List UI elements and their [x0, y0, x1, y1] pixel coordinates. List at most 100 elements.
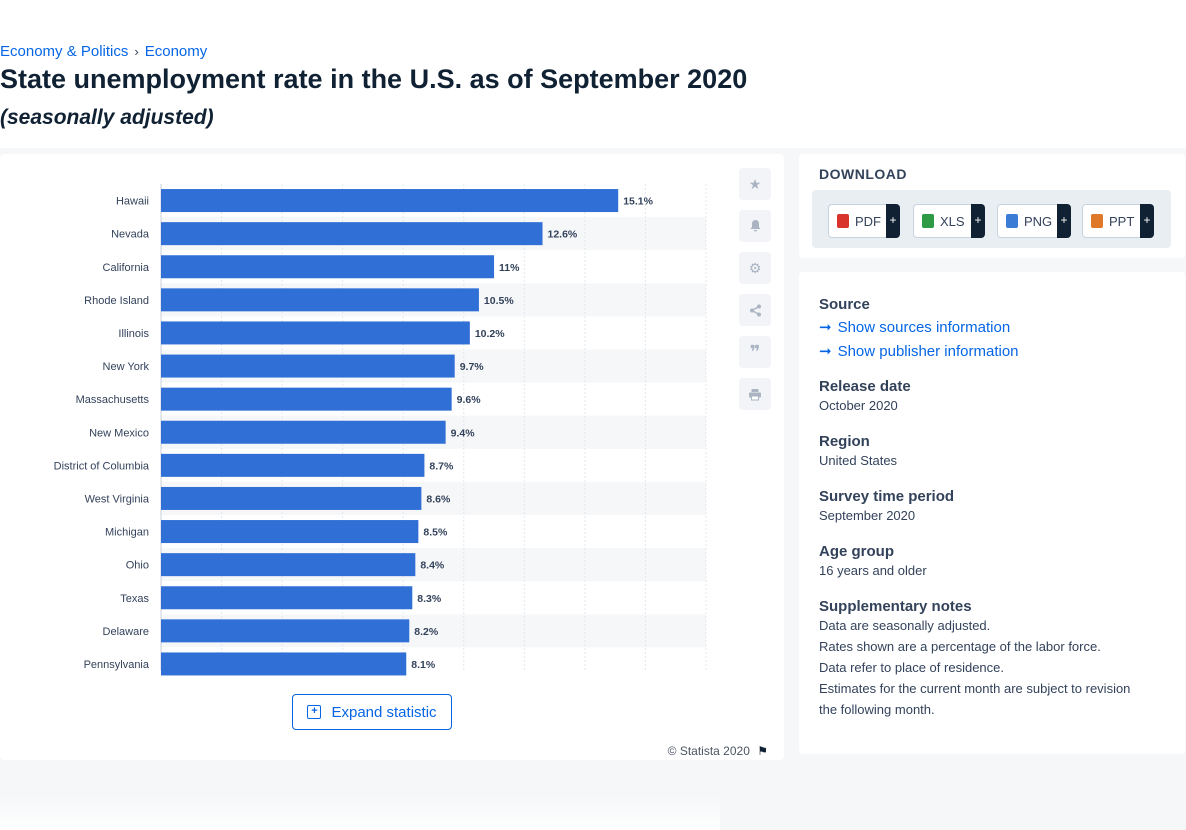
note-line: Estimates for the current month are subj…	[819, 681, 1131, 717]
download-ppt-button[interactable]: PPT +	[1082, 204, 1154, 238]
note-line: Rates shown are a percentage of the labo…	[819, 639, 1101, 654]
category-label: West Virginia	[85, 493, 150, 505]
data-label: 9.4%	[451, 427, 476, 439]
category-label: Texas	[120, 593, 149, 605]
show-publisher-link[interactable]: ➞ Show publisher information	[819, 339, 1019, 363]
category-label: Michigan	[105, 527, 149, 539]
download-pdf-button[interactable]: PDF +	[828, 204, 900, 238]
pdf-file-icon	[837, 214, 849, 228]
data-label: 8.2%	[414, 626, 439, 638]
category-label: Nevada	[111, 229, 150, 241]
download-xls-label: XLS	[940, 213, 965, 229]
bar	[161, 553, 416, 577]
category-label: Illinois	[118, 328, 149, 340]
star-icon[interactable]: ★	[739, 168, 771, 200]
data-label: 15.1%	[623, 196, 653, 208]
plus-icon[interactable]: +	[886, 204, 900, 238]
category-label: Rhode Island	[84, 295, 149, 307]
data-label: 8.1%	[411, 659, 436, 671]
breadcrumb-link-economy[interactable]: Economy	[144, 43, 208, 60]
download-ppt-label: PPT	[1109, 213, 1135, 229]
category-label: New York	[103, 361, 150, 373]
category-label: New Mexico	[89, 427, 149, 439]
copyright: © Statista 2020 ⚑	[668, 744, 768, 758]
plus-square-icon: +	[307, 705, 322, 719]
plus-icon[interactable]: +	[1057, 204, 1071, 238]
age-group-value: 16 years and older	[819, 563, 927, 578]
note-line: Data refer to place of residence.	[819, 660, 1004, 675]
breadcrumb-link-economy-politics[interactable]: Economy & Politics	[0, 43, 129, 60]
bar	[161, 288, 479, 312]
region-section: Region United States	[819, 433, 897, 471]
show-sources-label: Show sources information	[837, 318, 1011, 336]
survey-period-label: Survey time period	[819, 488, 955, 505]
bar-chart: Hawaii 15.1% Nevada 12.6% California 11% Rhode…	[54, 184, 707, 676]
copyright-text: © Statista 2020	[667, 744, 750, 758]
ppt-file-icon	[1091, 214, 1103, 228]
page-subtitle: (seasonally adjusted)	[0, 106, 214, 129]
expand-statistic-label: Expand statistic	[331, 703, 437, 721]
supplementary-notes-value: Data are seasonally adjusted. Rates show…	[819, 615, 1149, 720]
data-label: 12.6%	[548, 229, 578, 241]
source-label: Source	[819, 296, 870, 313]
gear-icon[interactable]: ⚙	[739, 252, 771, 284]
release-date-section: Release date October 2020	[819, 378, 911, 416]
flag-icon[interactable]: ⚑	[757, 744, 768, 758]
release-date-label: Release date	[819, 378, 911, 395]
chart-card: Hawaii 15.1% Nevada 12.6% California 11% Rhode…	[0, 154, 784, 830]
bar	[161, 321, 470, 345]
category-label: Hawaii	[116, 196, 149, 208]
bar	[161, 619, 410, 643]
category-label: Delaware	[103, 626, 149, 638]
chart-fade-overlay	[0, 794, 720, 830]
category-label: District of Columbia	[54, 460, 150, 472]
download-pdf-label: PDF	[855, 213, 881, 229]
share-icon[interactable]	[739, 294, 771, 326]
data-label: 10.5%	[484, 295, 514, 307]
data-label: 8.4%	[420, 560, 445, 572]
bar	[161, 189, 619, 213]
age-group-label: Age group	[819, 543, 894, 560]
bar	[161, 222, 543, 246]
survey-period-value: September 2020	[819, 508, 916, 523]
print-icon[interactable]	[739, 378, 771, 410]
chart-toolbar: ★ ⚙ ❞	[739, 168, 771, 420]
bar	[161, 255, 495, 279]
bar	[161, 387, 452, 411]
download-png-button[interactable]: PNG +	[997, 204, 1071, 238]
data-label: 9.6%	[457, 394, 482, 406]
category-label: California	[103, 262, 150, 274]
data-label: 10.2%	[475, 328, 505, 340]
download-panel: DOWNLOAD PDF + XLS + PNG + PPT +	[799, 154, 1185, 258]
bell-icon[interactable]	[739, 210, 771, 242]
plus-icon[interactable]: +	[1140, 204, 1154, 238]
statistic-info-panel: Source ➞ Show sources information ➞ Show…	[799, 272, 1185, 754]
category-label: Massachusetts	[76, 394, 150, 406]
download-buttons-row: PDF + XLS + PNG + PPT +	[812, 190, 1171, 248]
download-xls-button[interactable]: XLS +	[913, 204, 985, 238]
bar	[161, 354, 455, 378]
download-png-label: PNG	[1024, 213, 1053, 229]
category-label: Ohio	[126, 560, 149, 572]
data-label: 8.5%	[423, 527, 448, 539]
page-header	[0, 0, 1186, 148]
supplementary-notes-label: Supplementary notes	[819, 598, 972, 615]
expand-statistic-button[interactable]: + Expand statistic	[292, 694, 452, 730]
bar	[161, 652, 407, 676]
data-label: 9.7%	[460, 361, 485, 373]
data-label: 11%	[499, 262, 520, 274]
plus-icon[interactable]: +	[971, 204, 985, 238]
quote-icon[interactable]: ❞	[739, 336, 771, 368]
arrow-right-icon: ➞	[819, 319, 832, 336]
show-sources-link[interactable]: ➞ Show sources information	[819, 315, 1019, 339]
bar	[161, 420, 446, 444]
chevron-right-icon: ›	[134, 44, 139, 59]
region-label: Region	[819, 433, 870, 450]
bar	[161, 486, 422, 510]
data-label: 8.3%	[417, 593, 442, 605]
bar	[161, 586, 413, 610]
release-date-value: October 2020	[819, 398, 898, 413]
breadcrumb: Economy & Politics › Economy	[0, 43, 207, 60]
xls-file-icon	[922, 214, 934, 228]
page-title: State unemployment rate in the U.S. as o…	[0, 64, 748, 94]
